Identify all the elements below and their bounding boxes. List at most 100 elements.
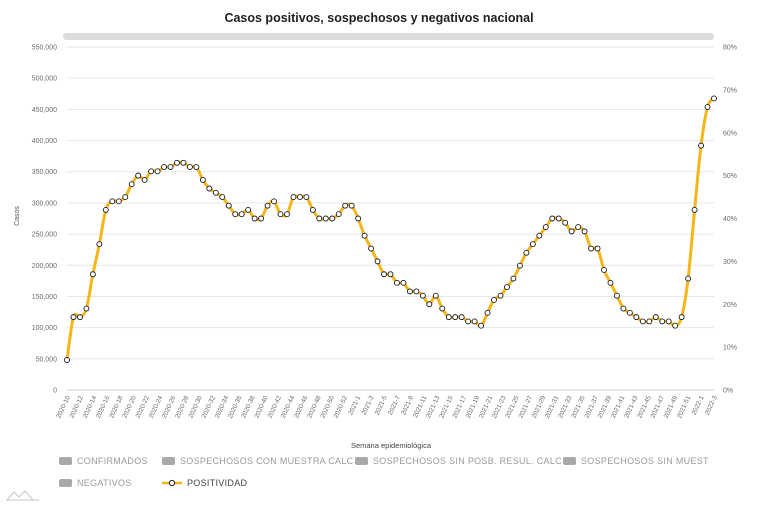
data-point[interactable]: [413, 288, 420, 295]
legend-item-sospechosos-muestra[interactable]: SOSPECHOSOS CON MUESTRA CALC: [162, 456, 353, 466]
data-point[interactable]: [394, 279, 400, 286]
data-point[interactable]: [387, 271, 394, 278]
data-point[interactable]: [484, 309, 491, 316]
legend-item-positividad[interactable]: POSITIVIDAD: [162, 478, 247, 488]
data-point[interactable]: [219, 194, 226, 201]
data-point[interactable]: [342, 202, 349, 209]
data-point[interactable]: [335, 211, 342, 218]
data-point[interactable]: [180, 159, 187, 166]
data-point[interactable]: [277, 211, 284, 218]
data-point[interactable]: [212, 189, 219, 196]
data-point[interactable]: [167, 164, 174, 171]
data-point[interactable]: [238, 211, 245, 218]
data-point[interactable]: [458, 314, 465, 321]
data-point[interactable]: [432, 292, 439, 299]
data-point[interactable]: [309, 206, 316, 213]
data-point[interactable]: [549, 215, 556, 222]
legend-item-confirmados[interactable]: CONFIRMADOS: [59, 456, 148, 466]
data-point[interactable]: [626, 309, 633, 316]
data-point[interactable]: [614, 292, 620, 299]
data-point[interactable]: [620, 305, 627, 312]
data-point[interactable]: [161, 164, 168, 171]
data-point[interactable]: [406, 288, 413, 295]
data-point[interactable]: [400, 279, 407, 286]
legend-item-sospechosos-sin-muest[interactable]: SOSPECHOSOS SIN MUEST: [563, 456, 709, 466]
legend-item-sospechosos-sin-posib[interactable]: SOSPECHOSOS SIN POSB. RESUL. CALC: [355, 456, 562, 466]
data-point[interactable]: [665, 318, 672, 325]
data-point[interactable]: [445, 314, 452, 321]
data-point[interactable]: [594, 245, 601, 252]
data-point[interactable]: [516, 262, 523, 269]
data-point[interactable]: [322, 215, 329, 222]
data-point[interactable]: [122, 194, 129, 201]
data-point[interactable]: [303, 194, 310, 201]
data-point[interactable]: [452, 314, 459, 321]
data-point[interactable]: [685, 275, 692, 282]
data-point[interactable]: [368, 245, 375, 252]
data-point[interactable]: [497, 292, 504, 299]
data-point[interactable]: [174, 159, 180, 166]
data-point[interactable]: [478, 322, 485, 329]
data-point[interactable]: [672, 322, 679, 329]
data-point[interactable]: [264, 202, 271, 209]
data-point[interactable]: [64, 357, 70, 363]
data-point[interactable]: [601, 267, 607, 273]
data-point[interactable]: [193, 164, 200, 171]
data-point[interactable]: [199, 176, 206, 183]
data-point[interactable]: [529, 241, 536, 248]
data-point[interactable]: [76, 314, 83, 321]
data-point[interactable]: [374, 258, 381, 265]
data-point[interactable]: [232, 211, 239, 218]
data-point[interactable]: [109, 198, 116, 205]
data-point[interactable]: [128, 181, 135, 188]
data-point[interactable]: [691, 206, 698, 213]
data-point[interactable]: [89, 271, 96, 278]
data-point[interactable]: [206, 185, 213, 192]
data-point[interactable]: [562, 219, 569, 226]
data-point[interactable]: [568, 228, 575, 235]
data-point[interactable]: [102, 206, 109, 213]
data-point[interactable]: [607, 279, 614, 286]
data-point[interactable]: [711, 95, 717, 102]
data-point[interactable]: [83, 305, 90, 312]
data-point[interactable]: [154, 168, 161, 175]
data-point[interactable]: [536, 232, 543, 239]
data-point[interactable]: [639, 318, 646, 325]
data-point[interactable]: [426, 301, 433, 308]
data-point[interactable]: [542, 224, 549, 231]
data-point[interactable]: [504, 284, 510, 291]
data-point[interactable]: [491, 297, 497, 303]
data-point[interactable]: [510, 275, 517, 282]
data-point[interactable]: [465, 318, 472, 325]
data-point[interactable]: [588, 245, 595, 252]
data-point[interactable]: [115, 198, 122, 205]
data-point[interactable]: [471, 318, 478, 325]
data-point[interactable]: [646, 318, 653, 325]
data-point[interactable]: [329, 215, 336, 222]
data-point[interactable]: [575, 224, 582, 231]
data-point[interactable]: [296, 194, 303, 201]
data-point[interactable]: [96, 241, 103, 248]
data-point[interactable]: [523, 249, 530, 256]
data-point[interactable]: [70, 314, 77, 321]
data-point[interactable]: [652, 314, 659, 321]
data-point[interactable]: [678, 314, 685, 321]
data-point[interactable]: [258, 215, 265, 222]
data-point[interactable]: [581, 228, 588, 235]
data-point[interactable]: [225, 202, 232, 209]
data-point[interactable]: [439, 305, 446, 312]
range-scrollbar[interactable]: [63, 33, 714, 40]
data-point[interactable]: [348, 202, 355, 209]
data-point[interactable]: [361, 232, 368, 239]
data-point[interactable]: [284, 211, 290, 218]
data-point[interactable]: [355, 215, 362, 222]
data-point[interactable]: [704, 104, 711, 110]
data-point[interactable]: [135, 172, 142, 179]
data-point[interactable]: [419, 292, 426, 299]
data-point[interactable]: [271, 198, 277, 205]
data-point[interactable]: [555, 215, 562, 222]
data-point[interactable]: [381, 271, 387, 278]
data-point[interactable]: [659, 318, 666, 325]
data-point[interactable]: [186, 164, 193, 171]
data-point[interactable]: [148, 168, 155, 175]
